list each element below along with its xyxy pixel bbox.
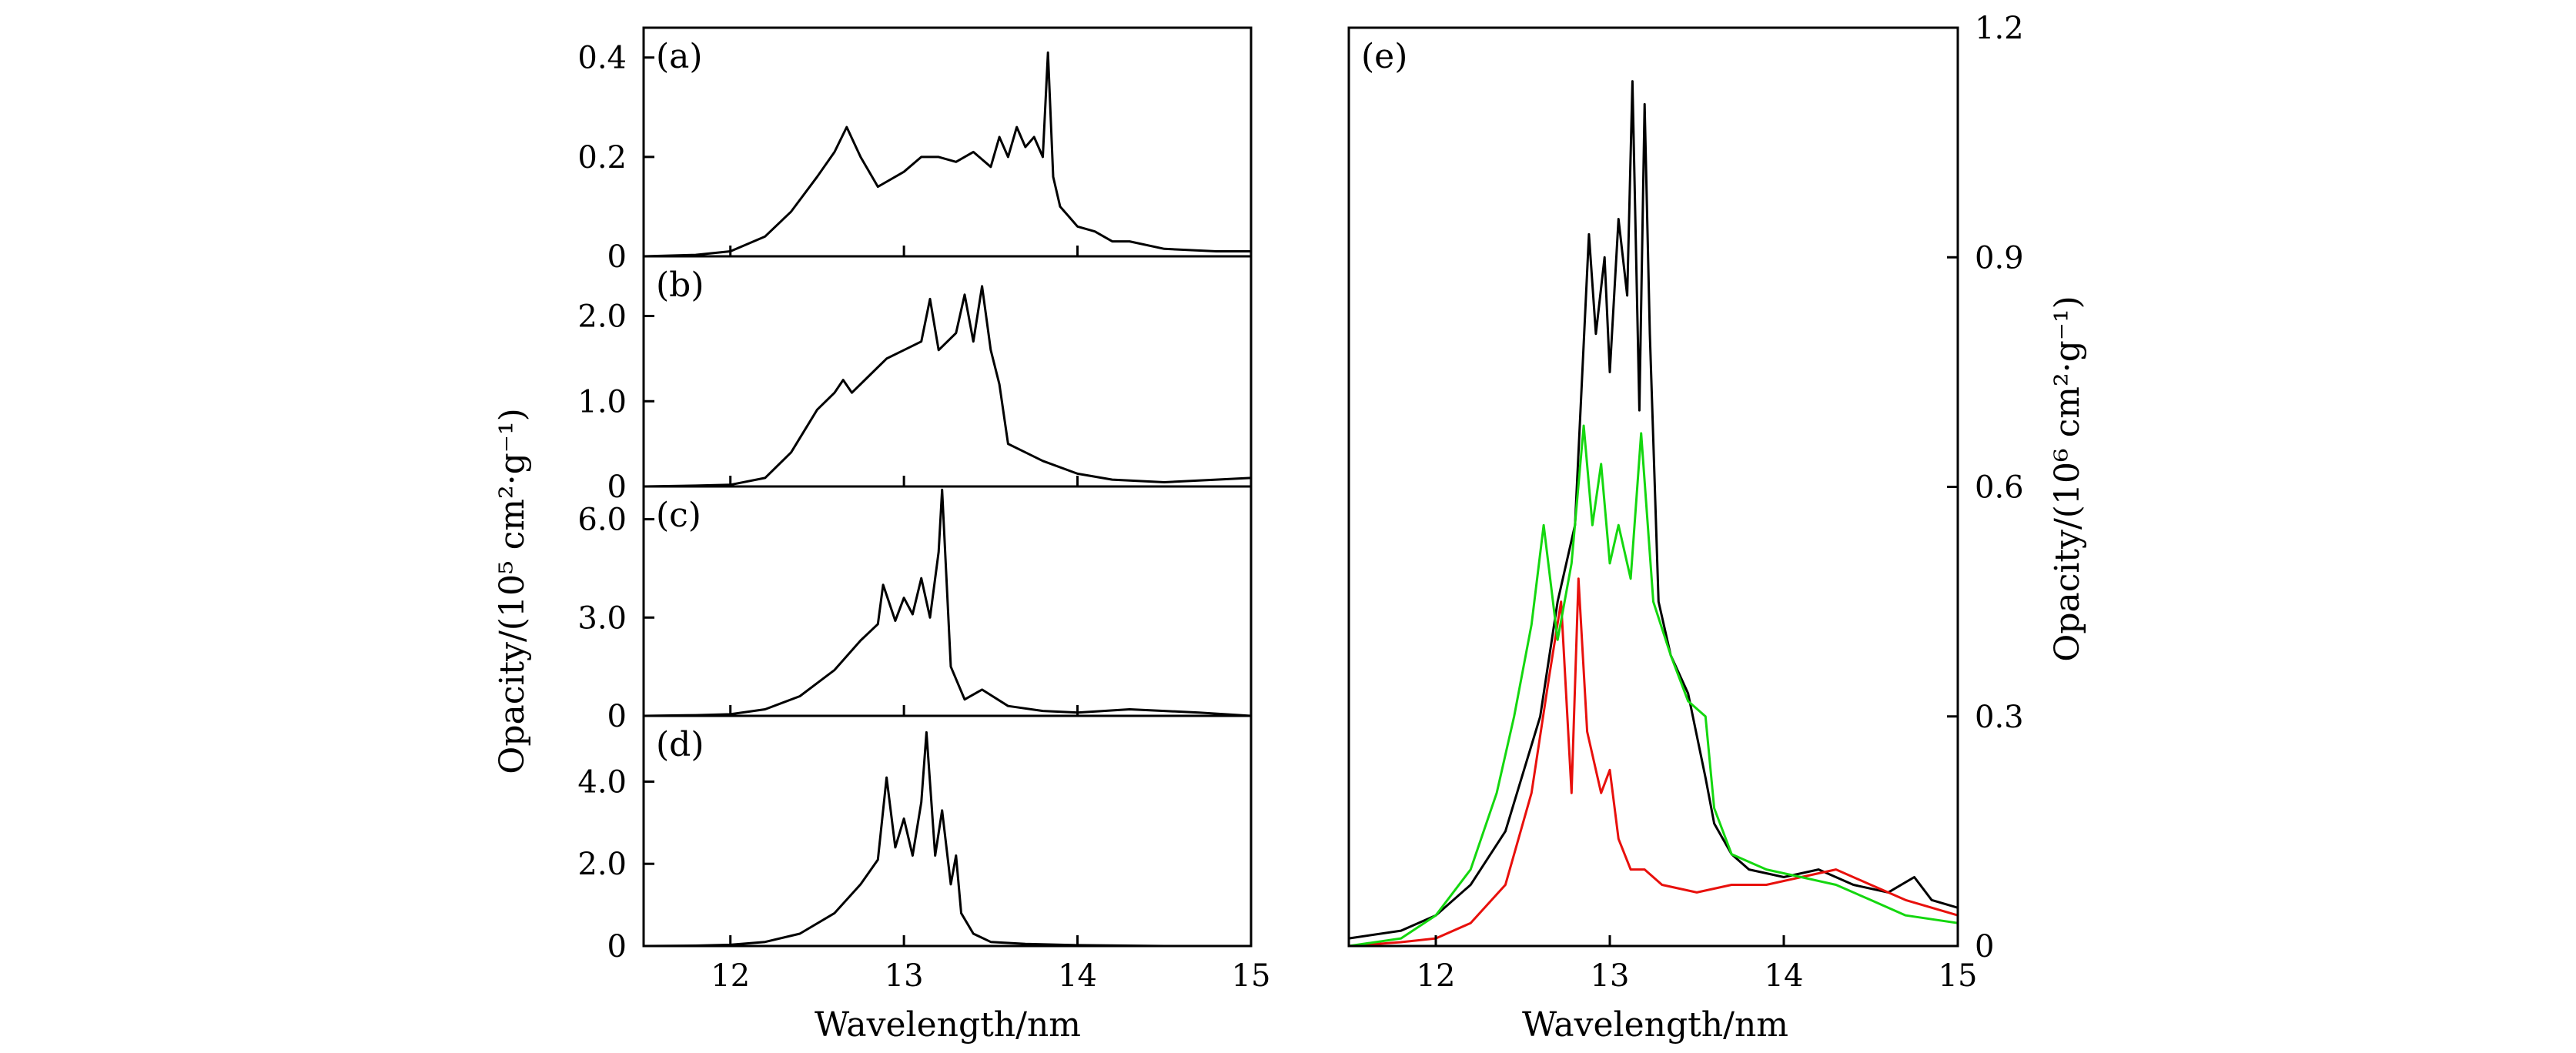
left-x-axis-title: Wavelength/nm: [815, 1005, 1081, 1045]
y-tick-label: 0.3: [1975, 700, 2024, 735]
y-tick-label: 6.0: [577, 503, 627, 538]
series-line-1: [642, 488, 1253, 717]
y-tick-label: 3.0: [577, 600, 627, 636]
x-tick-label: 12: [711, 958, 750, 994]
panel-e: 12 13 14 150 0.3 0.6 0.9 1.2 (e): [1347, 11, 2024, 994]
series-line-1: [642, 730, 1253, 948]
series-line-1: [642, 285, 1253, 488]
plot-frame: [642, 714, 1253, 948]
right-x-axis-title: Wavelength/nm: [1522, 1005, 1788, 1045]
x-tick-label: 15: [1939, 958, 1978, 994]
series-line-2: [1347, 577, 1959, 948]
panel-c: 0 3.0 6.0 (c): [577, 485, 1253, 734]
left-y-axis-title: Opacity/(10⁵ cm²·g⁻¹): [493, 408, 532, 774]
panel-label: (c): [656, 496, 701, 535]
y-tick-label: 2.0: [577, 299, 627, 335]
y-tick-label: 1.2: [1975, 11, 2024, 46]
x-tick-label: 14: [1058, 958, 1097, 994]
y-tick-label: 0: [607, 239, 627, 275]
plot-frame: [642, 26, 1253, 258]
y-tick-label: 0.2: [577, 140, 627, 176]
y-tick-label: 0: [607, 929, 627, 964]
series-line-1: [1347, 80, 1959, 940]
panel-b: 0 1.0 2.0 (b): [577, 255, 1253, 505]
x-tick-label: 15: [1232, 958, 1271, 994]
series-line-3: [1347, 424, 1959, 948]
right-y-axis-title: Opacity/(10⁶ cm²·g⁻¹): [2048, 296, 2087, 662]
y-tick-label: 0.9: [1975, 240, 2024, 276]
plot-frame: [1347, 26, 1959, 948]
y-tick-label: 0: [607, 699, 627, 734]
x-tick-label: 13: [1591, 958, 1630, 994]
y-tick-label: 0.4: [577, 41, 627, 76]
series-line-1: [642, 51, 1253, 258]
x-tick-label: 13: [885, 958, 924, 994]
x-tick-label: 12: [1417, 958, 1456, 994]
y-tick-label: 1.0: [577, 384, 627, 420]
y-tick-label: 0: [607, 470, 627, 505]
plot-frame: [642, 255, 1253, 488]
panel-label: (a): [656, 37, 703, 76]
panel-d: 12 13 14 15 0 2.0 4.0 (d): [577, 714, 1271, 994]
y-tick-label: 4.0: [577, 764, 627, 800]
panel-label: (e): [1361, 37, 1407, 76]
y-tick-label: 2.0: [577, 847, 627, 882]
y-tick-label: 0.6: [1975, 470, 2024, 506]
panel-a: 0 0.2 0.4 (a): [577, 26, 1253, 275]
x-tick-label: 14: [1765, 958, 1804, 994]
panel-label: (b): [656, 266, 704, 305]
y-tick-label: 0: [1975, 929, 1994, 964]
panel-label: (d): [656, 725, 704, 764]
